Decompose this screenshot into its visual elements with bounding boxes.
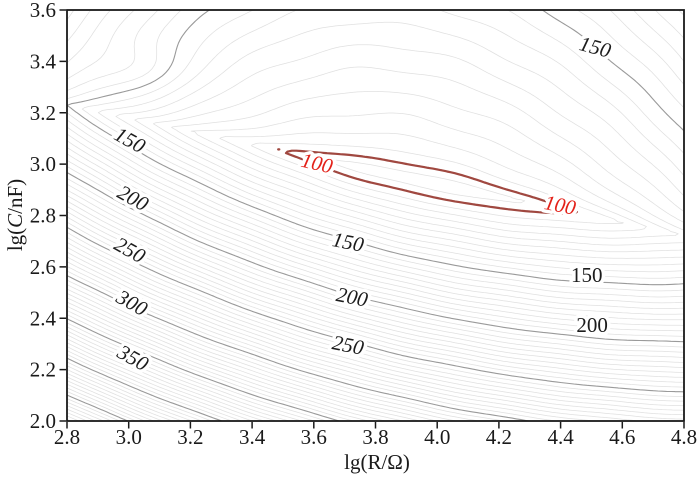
x-tick-label: 3.0 (116, 425, 142, 449)
y-tick-label: 2.0 (30, 409, 56, 433)
contour-label: 200 (334, 282, 370, 312)
contour-label: 250 (330, 330, 366, 360)
y-axis-title-post: /nF) (3, 179, 27, 214)
axis-tick-labels: 2.8 3.0 3.2 3.4 3.6 3.8 4.0 4.2 4.4 4.6 4.8 2.0 2.2 2… (30, 0, 697, 449)
y-tick-label: 2.2 (30, 358, 56, 382)
x-axis-title: lg(R/Ω) (344, 450, 410, 474)
y-tick-label: 2.6 (30, 255, 56, 279)
y-tick-label: 2.4 (30, 306, 57, 330)
contour-label: 150 (571, 263, 603, 287)
contour-label-100: 100 (542, 190, 578, 220)
y-axis-title-var: C (3, 213, 27, 228)
highlight-contour-100 (277, 148, 578, 216)
x-axis-title-pre: lg( (344, 450, 367, 474)
contour-label: 200 (576, 313, 608, 337)
y-axis-title-pre: lg( (3, 228, 27, 251)
contour-lines (67, 10, 684, 421)
x-tick-label: 3.2 (177, 425, 203, 449)
y-tick-label: 3.2 (30, 101, 56, 125)
x-axis-title-post: /Ω) (381, 450, 409, 474)
major-contours (67, 10, 684, 421)
x-tick-label: 3.6 (301, 425, 327, 449)
y-tick-label: 2.8 (30, 204, 56, 228)
contour-label: 150 (110, 122, 150, 159)
contour-label: 150 (330, 227, 366, 257)
y-tick-label: 3.4 (30, 49, 57, 73)
y-tick-label: 3.0 (30, 152, 56, 176)
x-tick-label: 4.8 (671, 425, 697, 449)
contour-label: 300 (112, 284, 152, 321)
x-tick-label: 3.4 (239, 425, 266, 449)
x-tick-label: 4.2 (486, 425, 512, 449)
x-tick-label: 4.4 (547, 425, 574, 449)
y-tick-label: 3.6 (30, 0, 56, 22)
minor-contours (67, 10, 684, 421)
plot-frame (66, 9, 685, 422)
axis-ticks (59, 9, 685, 429)
x-tick-label: 4.6 (609, 425, 635, 449)
x-tick-label: 3.8 (362, 425, 388, 449)
contour-label: 150 (577, 31, 614, 62)
y-axis-title: lg(C/nF) (3, 179, 27, 251)
x-tick-label: 4.0 (424, 425, 450, 449)
x-axis-title-var: R (367, 450, 381, 474)
x-tick-label: 2.8 (54, 425, 80, 449)
